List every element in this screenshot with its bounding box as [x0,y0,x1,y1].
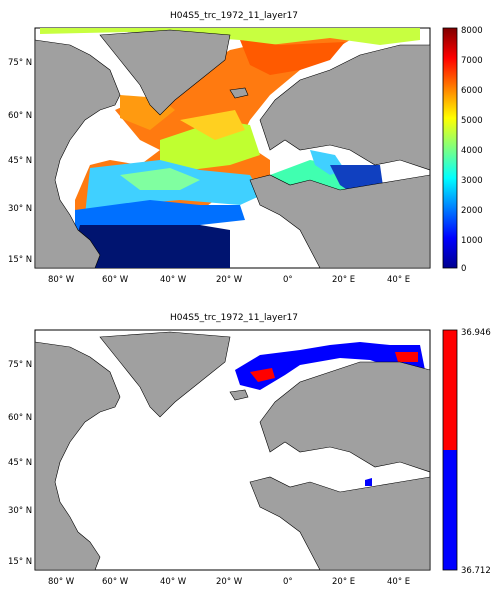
cb1-tick-3000: 3000 [461,176,483,186]
europe-land [259,44,430,171]
map1-lat-15: 15° N [8,255,32,265]
greenland-land-2 [99,331,231,418]
cb1-tick-5000: 5000 [461,116,483,126]
iceland-land-2 [229,389,249,401]
map2: 75° N 60° N 45° N 30° N 15° N 80° W 60° … [8,328,491,587]
map1-land [35,29,430,268]
cb1-tick-2000: 2000 [461,206,483,216]
cb1-tick-8000: 8000 [461,26,483,36]
map1-lat-60: 60° N [8,111,32,121]
map1-lat-45: 45° N [8,156,32,166]
map1-colorbar: 8000 7000 6000 5000 4000 3000 2000 1000 … [442,26,483,274]
map2-lon-20w: 20° W [216,577,243,587]
map1: 75° N 60° N 45° N 30° N 15° N 80° W 60° … [8,26,483,285]
map1-lon-0: 0° [283,275,293,285]
cb1-tick-4000: 4000 [461,146,483,156]
map1-colorbar-gradient [442,27,458,269]
map2-lon-20e: 20° E [332,577,355,587]
map2-lat-15: 15° N [8,557,32,567]
iceland-land [229,87,249,99]
map2-lon-60w: 60° W [102,577,129,587]
cb2-tick-min: 36.712 [461,566,491,576]
africa-land [249,174,430,268]
map2-lat-30: 30° N [8,506,32,516]
map1-lon-40e: 40° E [387,275,410,285]
map2-lat-75: 75° N [8,360,32,370]
map1-lat-ticks: 75° N 60° N 45° N 30° N 15° N [8,58,32,265]
map2-colorbar-frame [442,329,458,571]
cb1-tick-0: 0 [461,264,466,274]
map1-lon-20w: 20° W [216,275,243,285]
map1-lon-40w: 40° W [160,275,187,285]
map2-title: H04S5_trc_1972_11_layer17 [170,313,299,323]
map2-lat-ticks: 75° N 60° N 45° N 30° N 15° N [8,360,32,567]
africa-land-2 [249,476,430,570]
cb1-tick-6000: 6000 [461,86,483,96]
map2-lat-60: 60° N [8,413,32,423]
map1-title: H04S5_trc_1972_11_layer17 [170,11,299,21]
cb1-tick-7000: 7000 [461,56,483,66]
map1-lon-ticks: 80° W 60° W 40° W 20° W 0° 20° E 40° E [48,275,410,285]
north-america-land-2 [35,341,121,570]
map1-lat-30: 30° N [8,204,32,214]
map2-lat-45: 45° N [8,458,32,468]
map2-land [35,331,430,570]
europe-land-2 [259,361,430,473]
greenland-land [99,29,231,116]
map2-lon-ticks: 80° W 60° W 40° W 20° W 0° 20° E 40° E [48,577,410,587]
map2-colorbar: 36.946 36.712 [442,328,491,576]
map2-lon-80w: 80° W [48,577,75,587]
map2-lon-40e: 40° E [387,577,410,587]
map1-lon-60w: 60° W [102,275,129,285]
map2-lon-40w: 40° W [160,577,187,587]
map1-lon-20e: 20° E [332,275,355,285]
map1-data-field [40,28,420,268]
cb1-tick-1000: 1000 [461,236,483,246]
map2-data-field [235,342,425,486]
map2-colorbar-red [443,330,457,450]
map2-lon-0: 0° [283,577,293,587]
map1-lon-80w: 80° W [48,275,75,285]
map2-colorbar-blue [443,450,457,570]
map1-lat-75: 75° N [8,58,32,68]
cb2-tick-max: 36.946 [461,328,491,338]
north-america-land [35,39,121,268]
